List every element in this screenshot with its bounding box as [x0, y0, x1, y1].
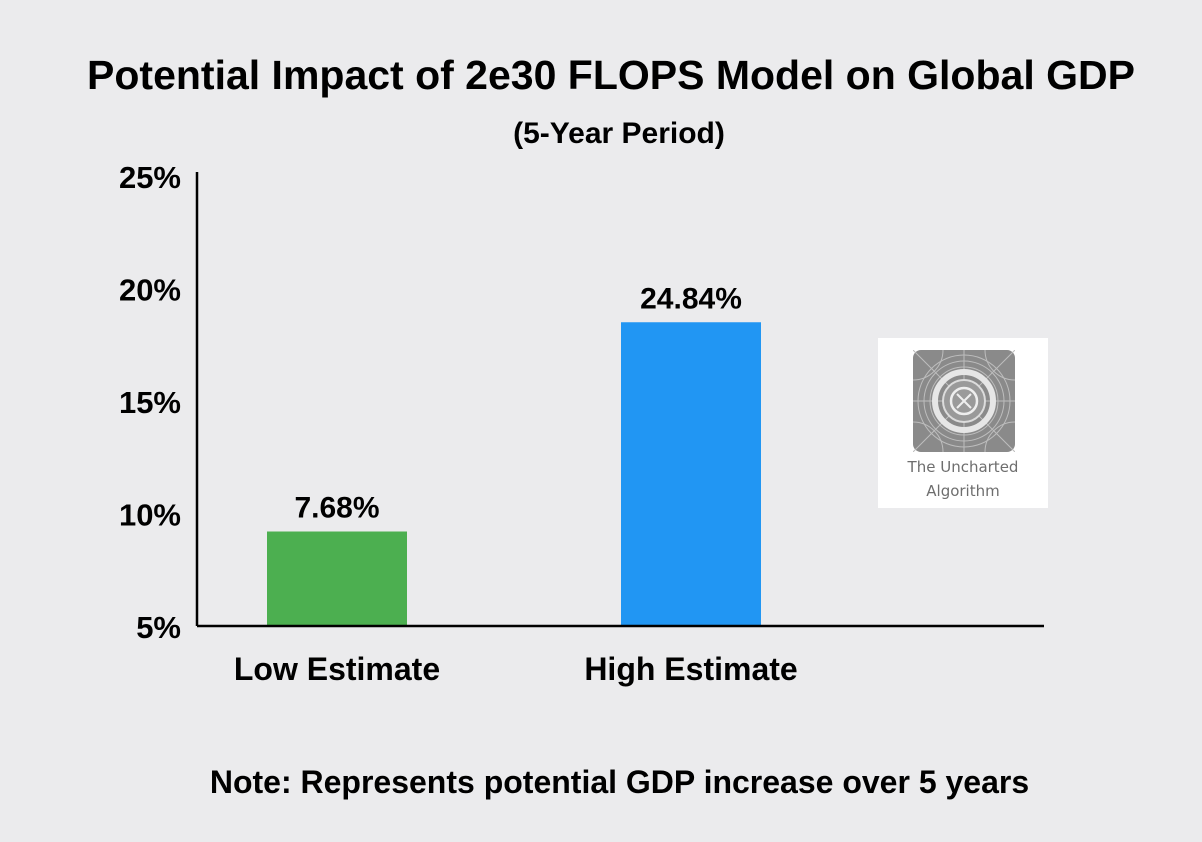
- y-tick-label: 20%: [119, 273, 181, 308]
- watermark-logo: The Uncharted Algorithm: [878, 338, 1048, 508]
- uncharted-algorithm-logo-icon: [913, 350, 1015, 452]
- x-tick-label: High Estimate: [584, 651, 797, 687]
- chart-note: Note: Represents potential GDP increase …: [209, 764, 1030, 800]
- x-tick-label: Low Estimate: [234, 651, 440, 687]
- watermark-line-2: Algorithm: [926, 482, 1000, 500]
- data-label: 24.84%: [640, 282, 742, 315]
- bar-low-estimate: [267, 531, 407, 626]
- watermark-line-1: The Uncharted: [907, 458, 1019, 476]
- chart-title: Potential Impact of 2e30 FLOPS Model on …: [87, 52, 1135, 98]
- y-tick-label: 5%: [136, 610, 181, 645]
- y-tick-label: 15%: [119, 385, 181, 420]
- chart-subtitle: (5-Year Period): [513, 117, 725, 150]
- data-label: 7.68%: [294, 492, 379, 525]
- watermark-text: The Uncharted Algorithm: [878, 455, 1048, 503]
- bar-high-estimate: [621, 322, 761, 626]
- y-tick-label: 10%: [119, 498, 181, 533]
- y-tick-label: 25%: [119, 160, 181, 195]
